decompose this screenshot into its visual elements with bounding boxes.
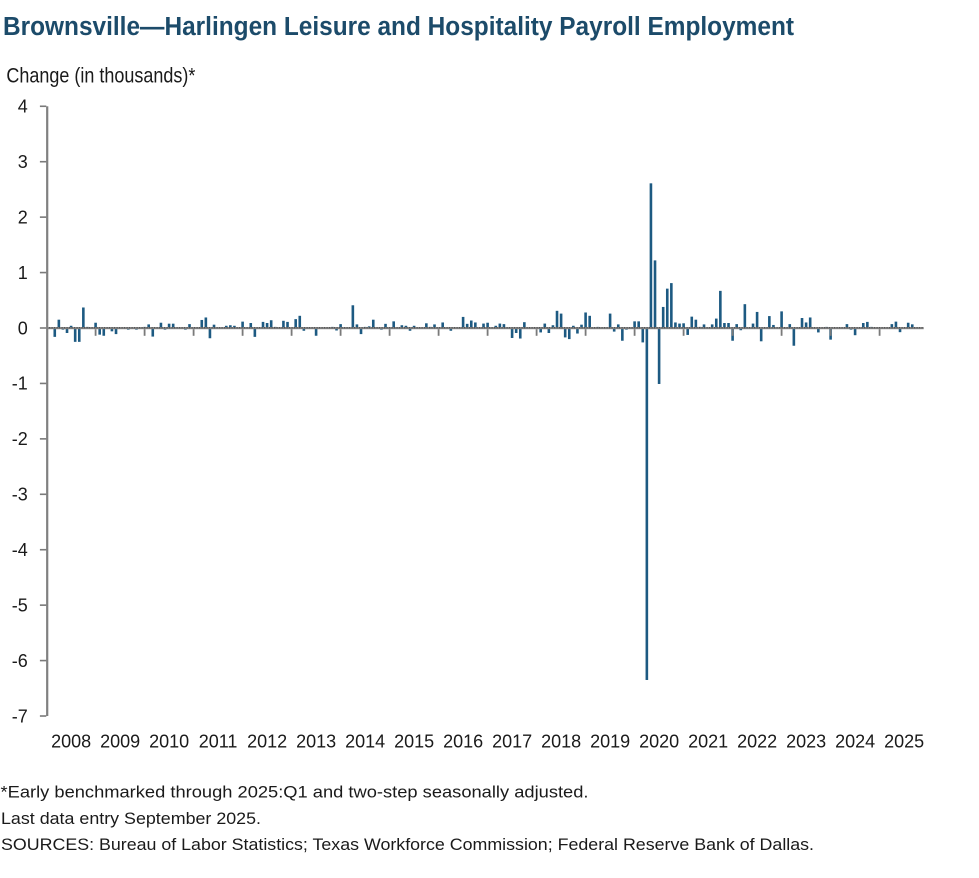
svg-text:-1: -1 <box>12 374 28 394</box>
svg-text:2024: 2024 <box>835 732 875 752</box>
svg-text:SOURCES: Bureau of Labor Stati: SOURCES: Bureau of Labor Statistics; Tex… <box>1 835 814 854</box>
svg-text:*Early benchmarked through 202: *Early benchmarked through 2025:Q1 and t… <box>1 783 589 802</box>
svg-text:2016: 2016 <box>443 732 483 752</box>
svg-text:2019: 2019 <box>590 732 630 752</box>
svg-text:1: 1 <box>18 263 28 283</box>
svg-text:-4: -4 <box>12 540 28 560</box>
svg-text:2022: 2022 <box>737 732 777 752</box>
svg-text:2017: 2017 <box>492 732 532 752</box>
svg-text:3: 3 <box>18 152 28 172</box>
svg-text:-2: -2 <box>12 429 28 449</box>
svg-text:4: 4 <box>18 97 28 117</box>
svg-text:-7: -7 <box>12 706 28 726</box>
svg-text:-5: -5 <box>12 595 28 615</box>
svg-text:2025: 2025 <box>884 732 924 752</box>
svg-text:0: 0 <box>18 318 28 338</box>
svg-text:-6: -6 <box>12 651 28 671</box>
svg-text:2021: 2021 <box>688 732 728 752</box>
svg-text:2018: 2018 <box>541 732 581 752</box>
svg-text:2: 2 <box>18 207 28 227</box>
svg-text:2015: 2015 <box>394 732 434 752</box>
svg-text:2012: 2012 <box>247 732 287 752</box>
svg-text:-3: -3 <box>12 485 28 505</box>
svg-text:Change (in thousands)*: Change (in thousands)* <box>6 65 195 88</box>
svg-text:2020: 2020 <box>639 732 679 752</box>
svg-text:2023: 2023 <box>786 732 826 752</box>
svg-text:Last data entry September 2025: Last data entry September 2025. <box>1 809 261 828</box>
svg-text:2010: 2010 <box>149 732 189 752</box>
svg-text:2008: 2008 <box>51 732 91 752</box>
svg-text:2011: 2011 <box>199 732 238 752</box>
svg-text:2014: 2014 <box>345 732 385 752</box>
svg-text:Brownsville—Harlingen Leisure: Brownsville—Harlingen Leisure and Hospit… <box>3 13 794 41</box>
svg-text:2013: 2013 <box>296 732 336 752</box>
svg-text:2009: 2009 <box>100 732 140 752</box>
